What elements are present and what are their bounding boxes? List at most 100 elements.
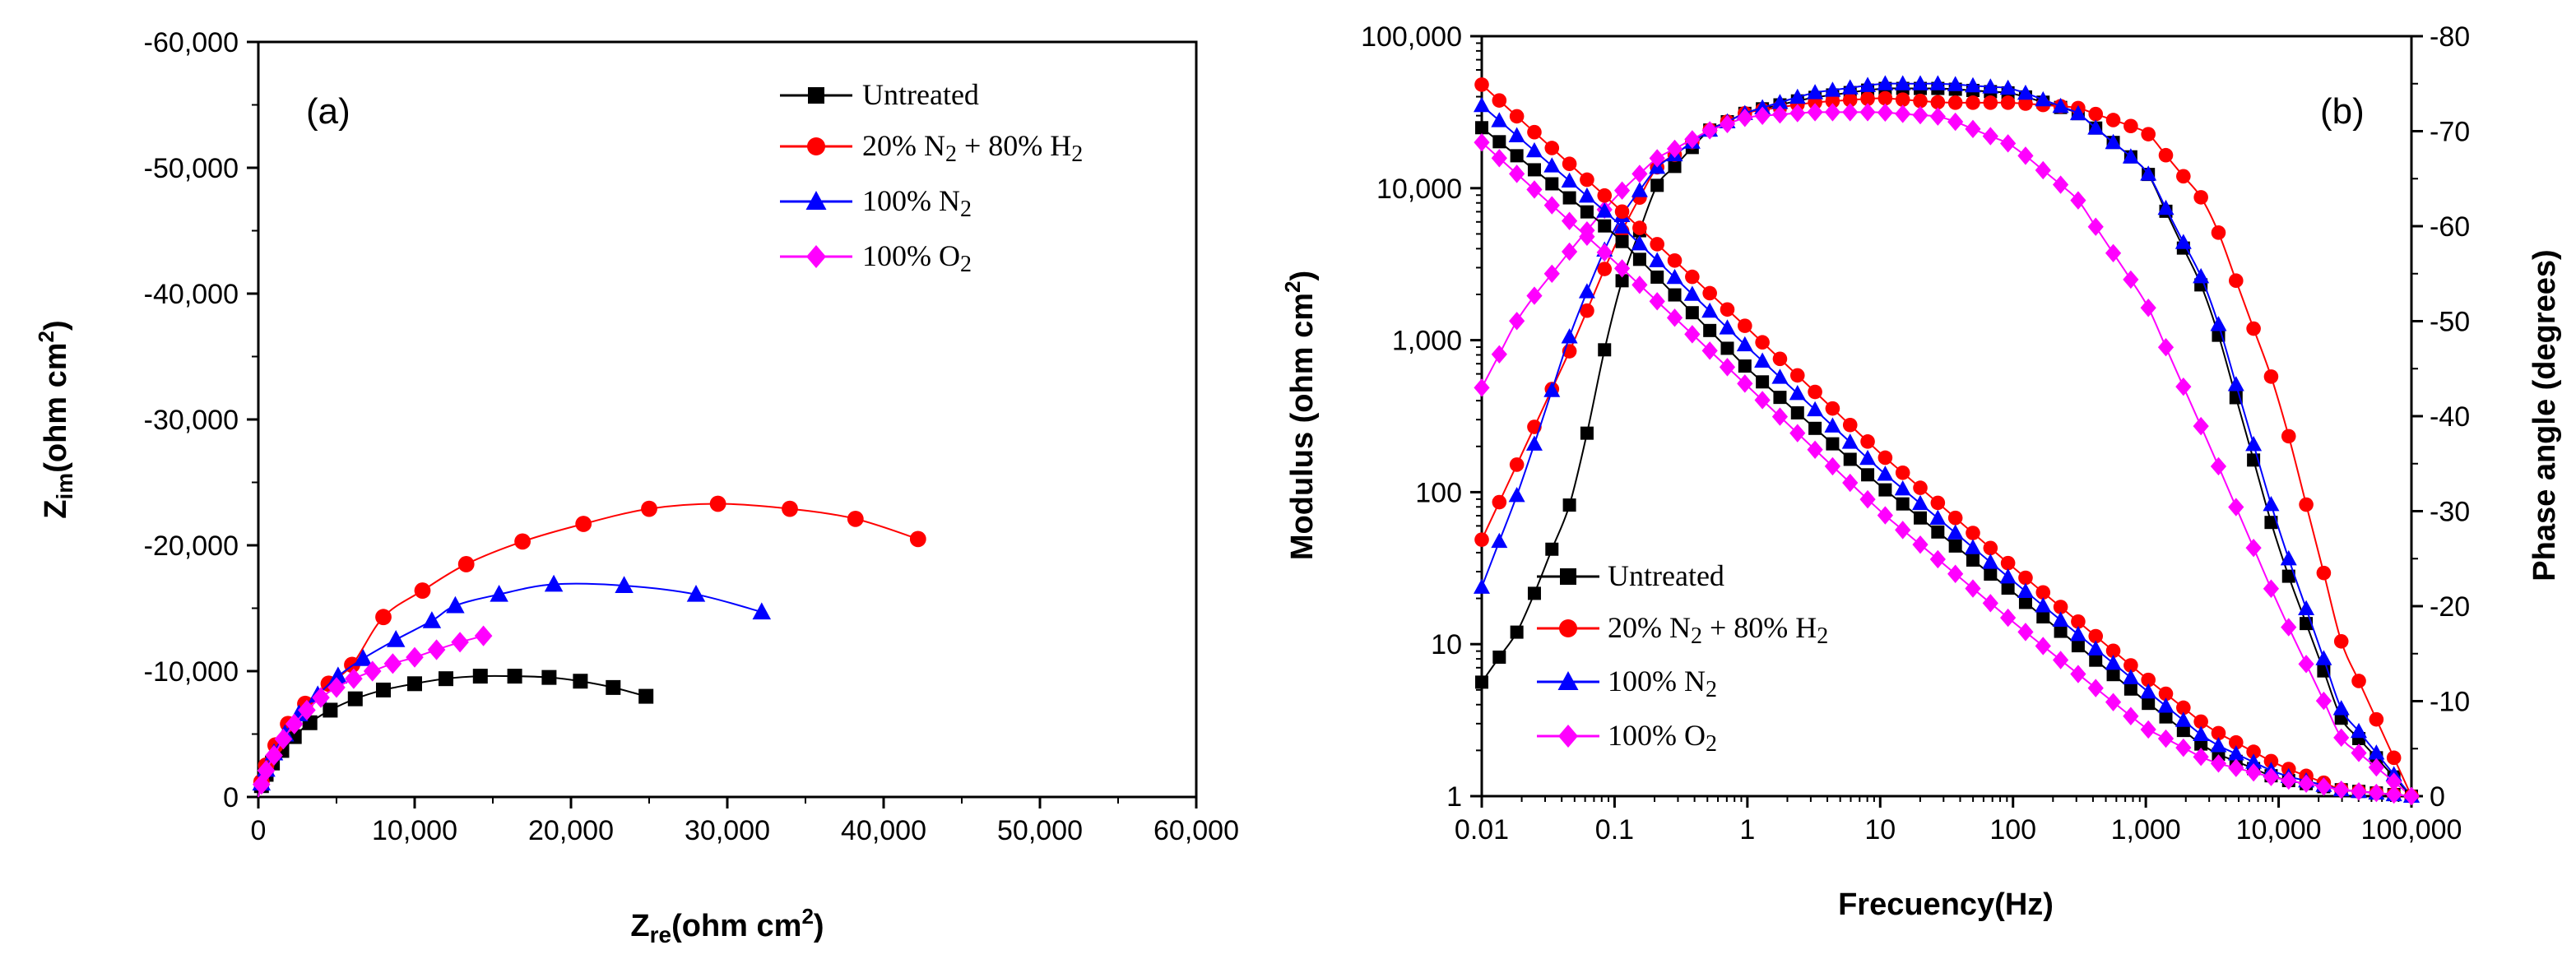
data-point	[1824, 417, 1841, 433]
data-point	[1544, 141, 1560, 155]
data-point	[1947, 524, 1964, 540]
panel-a-x-axis-title: Zre(ohm cm2)	[630, 904, 824, 947]
x-tick-label: 10,000	[372, 815, 457, 846]
data-point	[1668, 288, 1682, 302]
data-point	[1947, 510, 1963, 526]
data-point	[1966, 526, 1980, 540]
data-point	[1860, 434, 1875, 449]
panel-b-x-axis-title: Frecuency(Hz)	[1838, 887, 2054, 922]
data-point	[1597, 262, 1613, 276]
data-point	[2227, 745, 2244, 761]
data-point	[2000, 95, 2016, 110]
data-point	[1615, 274, 1629, 288]
data-point	[514, 533, 531, 550]
data-point	[2263, 767, 2280, 786]
data-point	[1931, 525, 1945, 539]
legend-symbol	[806, 245, 826, 268]
data-point	[1598, 219, 1612, 233]
data-point	[1930, 495, 1946, 511]
data-point	[2281, 771, 2297, 790]
data-point	[1913, 93, 1928, 109]
data-point	[2298, 774, 2314, 793]
data-point	[1754, 106, 1771, 126]
data-point	[1789, 385, 1806, 401]
data-point	[1701, 121, 1718, 140]
data-point	[1719, 114, 1736, 134]
data-point	[328, 666, 348, 684]
data-point	[1631, 276, 1648, 294]
data-point	[2175, 738, 2192, 757]
data-point	[1929, 107, 1946, 126]
right-y-tick-label: -50	[2430, 307, 2470, 338]
data-point	[1965, 579, 1981, 598]
data-point	[2106, 668, 2120, 682]
data-point	[575, 516, 592, 532]
data-point	[1631, 164, 1648, 183]
data-point	[1701, 302, 1719, 318]
data-point	[1525, 141, 1543, 158]
legend-item: Untreated	[1537, 559, 1724, 592]
data-point	[1737, 374, 1753, 393]
y-tick-label: -50,000	[144, 153, 239, 184]
data-point	[1509, 109, 1525, 124]
data-point	[2210, 456, 2227, 476]
data-point	[1790, 405, 1804, 419]
legend-item: 20% N2 + 80% H2	[780, 129, 1083, 167]
data-point	[1842, 103, 1859, 122]
data-point	[2018, 570, 2033, 586]
legend-symbol	[1560, 568, 1576, 585]
panel-a: 0 10,000 20,000 30,000 40,000 50,000 60,000 0 -1…	[34, 27, 1239, 947]
data-point	[1667, 252, 1683, 268]
data-point	[2210, 754, 2227, 773]
data-point	[1771, 105, 1789, 124]
data-point	[2070, 665, 2086, 683]
x-tick-label: 0.01	[1455, 814, 1509, 845]
x-tick-label: 0	[251, 815, 267, 846]
data-point	[2157, 199, 2175, 215]
legend-item: Untreated	[780, 78, 979, 111]
data-point	[257, 760, 276, 781]
legend-label: 20% N2 + 80% H2	[862, 129, 1083, 167]
data-point	[1631, 234, 1648, 251]
data-point	[1596, 243, 1613, 262]
data-point	[1929, 549, 1946, 569]
data-point	[2351, 744, 2367, 762]
data-point	[1508, 127, 1525, 142]
data-point	[2123, 682, 2137, 696]
data-point	[1789, 88, 1806, 104]
data-point	[2210, 737, 2227, 753]
data-point	[1912, 494, 1929, 511]
data-point	[1738, 318, 1752, 333]
data-point	[1755, 335, 1770, 350]
data-point	[2035, 585, 2051, 600]
data-point	[1842, 473, 1859, 493]
legend-marker	[780, 87, 852, 104]
data-point	[2052, 611, 2069, 627]
data-point	[2193, 267, 2210, 284]
data-point	[1615, 234, 1629, 248]
data-point	[1738, 359, 1752, 373]
data-point	[909, 530, 926, 548]
data-point	[347, 691, 363, 707]
data-point	[2245, 538, 2262, 558]
data-point	[2142, 697, 2156, 711]
panel-b-ticks: 0.01 0.1 1 10 100 1,000 10,000 100,000 1 10 100 1,0…	[1361, 21, 2470, 845]
data-point	[1596, 202, 1613, 218]
data-point	[1545, 542, 1559, 556]
legend-marker	[780, 191, 852, 210]
data-point	[474, 625, 493, 646]
data-point	[2211, 225, 2226, 240]
data-point	[1913, 480, 1928, 495]
data-point	[1895, 465, 1910, 480]
data-point	[1684, 325, 1701, 344]
legend-symbol	[1557, 671, 1579, 690]
data-point	[265, 744, 283, 767]
y-tick-label: 10	[1431, 629, 1462, 660]
data-point	[439, 671, 453, 687]
data-point	[1526, 286, 1543, 305]
data-point	[2175, 377, 2192, 396]
data-point	[2122, 148, 2139, 164]
data-point	[1824, 81, 1841, 97]
data-point	[1930, 95, 1946, 110]
right-y-tick-label: -10	[2430, 687, 2470, 718]
